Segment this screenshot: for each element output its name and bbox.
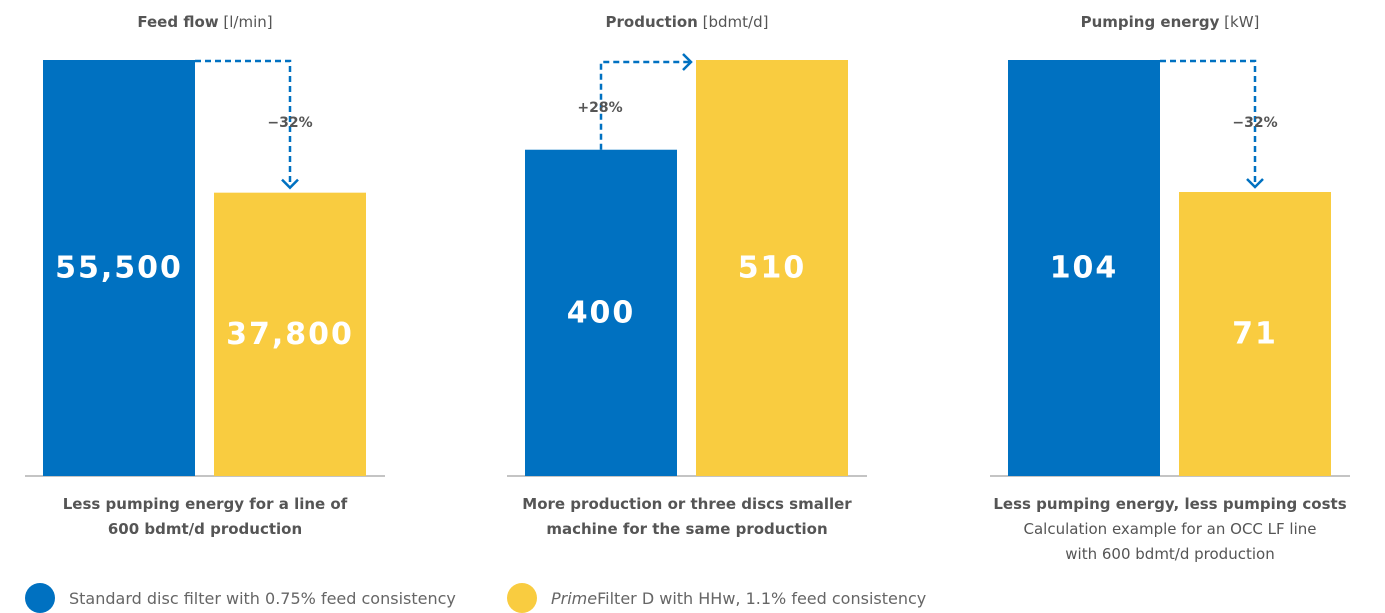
change-label: −32% xyxy=(267,115,312,131)
legend-item-standard: Standard disc filter with 0.75% feed con… xyxy=(25,583,456,613)
chart-title: Production xyxy=(605,13,698,31)
value-label-prime: 71 xyxy=(1232,317,1278,352)
change-arrow-head xyxy=(281,178,299,190)
legend-label-prime-rest: Filter D with HHw, 1.1% feed consistency xyxy=(597,588,927,608)
legend-label-prime: PrimeFilter D with HHw, 1.1% feed consis… xyxy=(551,589,926,608)
legend-swatch-standard xyxy=(25,583,55,613)
bar-standard xyxy=(43,60,195,476)
change-arrow-head xyxy=(682,53,693,71)
chart-panel-production: Production [bdmt/d] 400 510 +28% More prod… xyxy=(507,0,867,580)
caption-line-bold: machine for the same production xyxy=(546,520,828,538)
bar-chart-production: 400 510 +28% xyxy=(507,53,867,477)
chart-unit: [bdmt/d] xyxy=(702,13,769,31)
change-arrow-line xyxy=(195,59,292,187)
change-arrow-line xyxy=(1160,59,1257,186)
value-label-prime: 37,800 xyxy=(226,317,354,352)
value-label-standard: 104 xyxy=(1050,251,1119,286)
bar-standard xyxy=(1008,60,1160,476)
change-label: +28% xyxy=(577,100,622,116)
caption-line: with 600 bdmt/d production xyxy=(1065,545,1275,563)
chart-panel-pumping-energy: Pumping energy [kW] 104 71 −32% Less pumpi… xyxy=(990,0,1350,580)
bar-prime xyxy=(696,60,848,476)
bar-prime xyxy=(1179,192,1331,476)
chart-title: Pumping energy xyxy=(1080,13,1220,31)
caption-line-bold: 600 bdmt/d production xyxy=(107,520,303,538)
bar-chart-feed-flow: 55,500 37,800 −32% xyxy=(25,59,385,477)
caption-line-bold: Less pumping energy for a line of xyxy=(62,495,348,513)
change-arrow-head xyxy=(1246,178,1264,189)
value-label-standard: 400 xyxy=(567,295,636,330)
legend-label-standard: Standard disc filter with 0.75% feed con… xyxy=(69,588,456,608)
chart-unit: [l/min] xyxy=(223,13,273,31)
bar-standard xyxy=(525,149,677,476)
chart-panel-feed-flow: Feed flow [l/min] 55,500 37,800 −32% Less … xyxy=(25,0,385,580)
legend-label-prime-italic: Prime xyxy=(551,588,598,608)
panel-title: Production [bdmt/d] xyxy=(507,13,867,31)
caption-line-bold: More production or three discs smaller xyxy=(522,495,852,513)
legend-swatch-prime xyxy=(507,583,537,613)
chart-caption: Less pumping energy, less pumping costs C… xyxy=(970,492,1370,567)
caption-line-bold: Less pumping energy, less pumping costs xyxy=(993,495,1347,513)
chart-caption: Less pumping energy for a line of 600 bdm… xyxy=(25,492,385,542)
chart-unit: [kW] xyxy=(1224,13,1260,31)
bar-prime xyxy=(214,192,366,476)
value-label-prime: 510 xyxy=(738,251,807,286)
change-label: −32% xyxy=(1232,115,1277,131)
panel-title: Feed flow [l/min] xyxy=(25,13,385,31)
chart-title: Feed flow xyxy=(137,13,219,31)
bar-chart-pumping-energy: 104 71 −32% xyxy=(990,59,1350,477)
panel-title: Pumping energy [kW] xyxy=(990,13,1350,31)
chart-caption: More production or three discs smaller ma… xyxy=(507,492,867,542)
legend-item-prime: PrimeFilter D with HHw, 1.1% feed consis… xyxy=(507,583,926,613)
caption-line: Calculation example for an OCC LF line xyxy=(1023,520,1317,538)
value-label-standard: 55,500 xyxy=(55,251,183,286)
